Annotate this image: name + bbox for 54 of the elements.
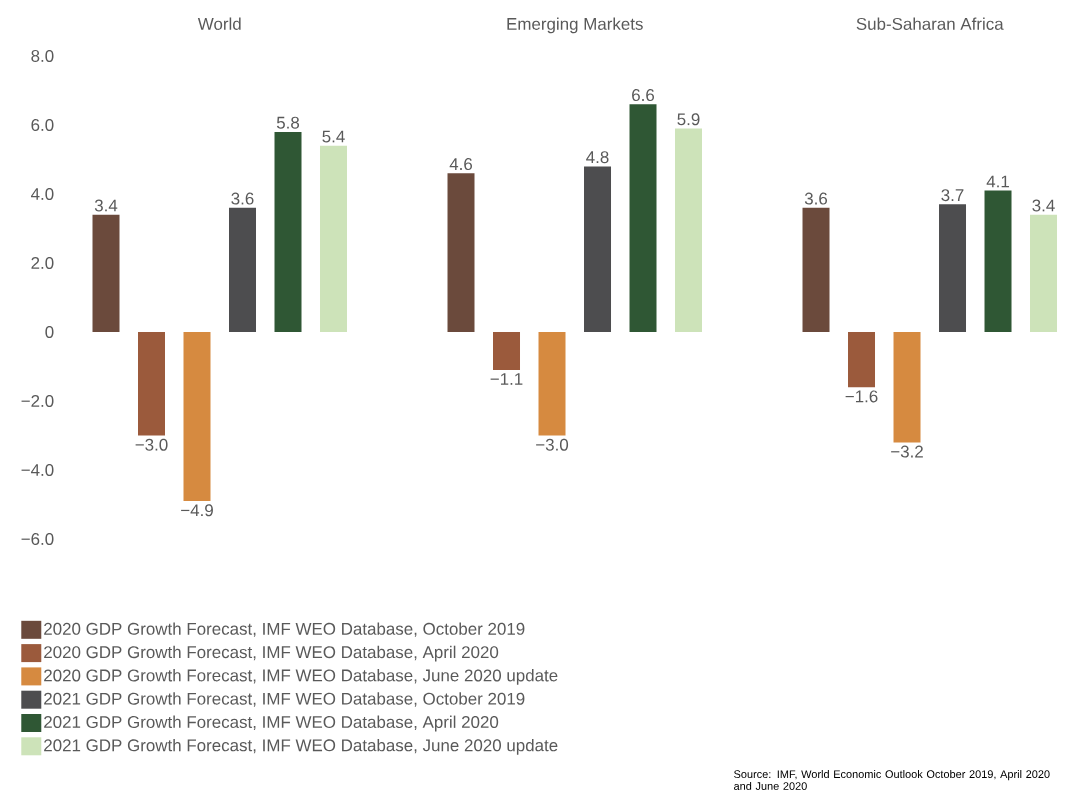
bar [138,332,165,436]
bar [675,128,703,332]
x-tick-label: Sub-Saharan Africa [856,17,1004,30]
data-label: −1.6 [845,390,878,403]
data-label: 3.7 [941,189,964,202]
legend-label: 2021 GDP Growth Forecast, IMF WEO Database, April 2020 [44,715,499,732]
legend-label: 2021 GDP Growth Forecast, IMF WEO Database, October 2019 [44,692,525,707]
bar [802,207,830,332]
data-label: 5.4 [322,130,345,143]
y-tick-label: 8.0 [31,49,54,62]
bar [229,207,256,332]
data-label: 3.6 [804,192,828,205]
bar [629,104,657,332]
data-label: −4.9 [181,504,213,517]
bar [92,214,120,332]
bar [893,332,921,443]
y-tick-label: 2.0 [31,256,54,269]
y-tick-label: 4.0 [31,187,54,200]
bar [538,332,566,436]
data-label: 5.8 [276,116,300,129]
data-label: −3.0 [135,438,168,451]
bar [493,332,520,370]
legend-label: 2020 GDP Growth Forecast, IMF WEO Database, June 2020 update [44,669,558,685]
data-label: 3.4 [1032,199,1055,212]
x-tick-label: World [197,17,241,30]
legend-label: 2020 GDP Growth Forecast, IMF WEO Database, October 2019 [44,622,525,637]
bar [584,166,612,332]
y-tick-label: −2.0 [21,395,54,407]
x-tick-label: Emerging Markets [507,17,643,34]
data-label: −1.1 [490,373,523,385]
bar [274,131,302,332]
y-tick-label: 0 [45,326,54,338]
legend-label: 2021 GDP Growth Forecast, IMF WEO Database, June 2020 update [44,738,558,755]
data-label: 4.8 [586,151,609,164]
data-label: 6.6 [632,89,655,102]
data-label: 5.9 [677,113,700,126]
data-label: 4.1 [986,175,1009,188]
bar [848,332,876,388]
y-tick-label: −4.0 [21,464,54,476]
bar [320,145,347,332]
y-tick-label: −6.0 [21,533,54,545]
data-label: 4.6 [449,158,473,171]
bar [1030,214,1058,332]
bar [183,332,211,502]
source-note: Source: IMF, World Economic Outlook October 2019, April 2020 and June 2020 [734,769,1050,790]
data-label: 3.4 [94,199,118,212]
data-label: 3.6 [231,192,254,205]
y-tick-label: 6.0 [31,118,54,131]
data-label: −3.2 [891,445,923,458]
data-label: −3.0 [536,438,569,451]
bar [447,173,475,332]
bar [984,190,1012,332]
bar [939,204,967,332]
legend-label: 2020 GDP Growth Forecast, IMF WEO Database, April 2020 [44,645,499,662]
